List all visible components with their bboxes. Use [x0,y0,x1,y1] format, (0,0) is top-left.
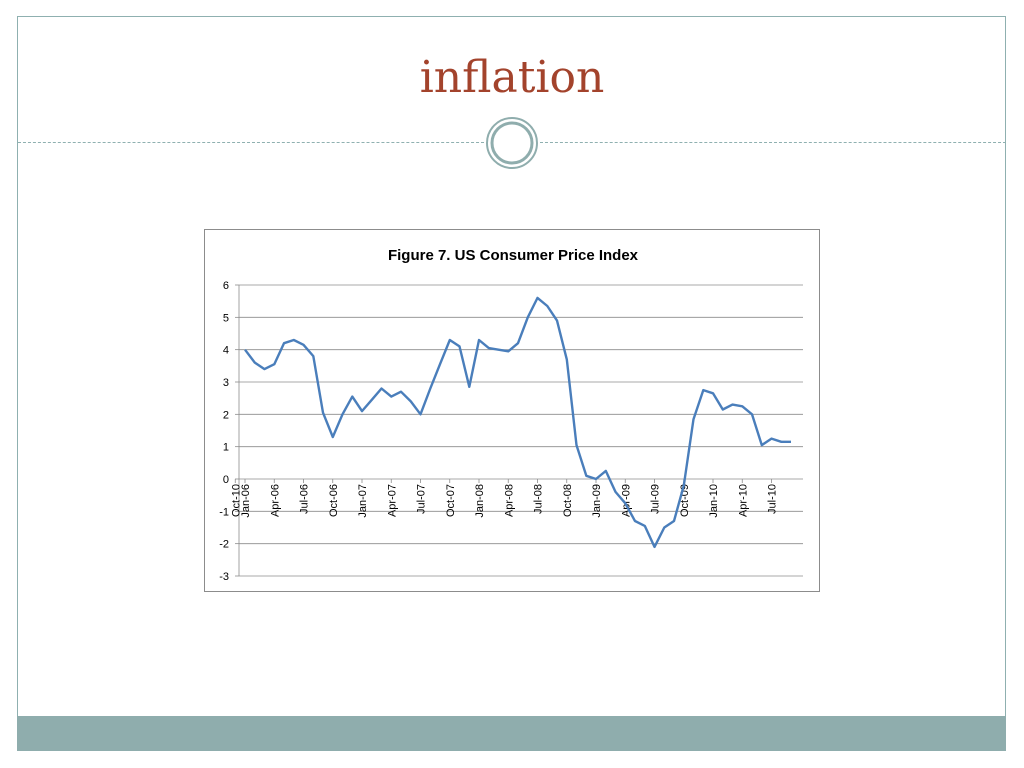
x-tick-label: Jan-10 [708,484,720,518]
x-tick-label: Jan-09 [591,484,603,518]
x-tick-label: Oct-08 [562,484,574,517]
x-tick-label: Apr-10 [737,484,749,517]
x-tick-label: Jan-07 [357,484,369,518]
y-tick-label: 3 [223,377,229,389]
x-tick-label: Jul-10 [767,484,779,514]
chart-svg: Figure 7. US Consumer Price Index -3 -2 -1… [219,247,803,583]
title-rule-right [540,142,1006,143]
y-tick-label: -1 [219,506,229,518]
footer-band [17,716,1006,751]
series-line [244,296,791,549]
y-tick-label: -3 [219,571,229,583]
x-tick-label: Jul-07 [416,484,428,514]
x-tick-label: Apr-07 [386,484,398,517]
x-tick-label: Oct-10 [230,484,242,517]
series-layer [244,296,791,549]
y-tick-label: 0 [223,474,229,486]
x-tick-label: Oct-07 [445,484,457,517]
y-axis-ticks: -3 -2 -1 0 1 2 3 4 5 6 [219,280,240,583]
grid-lines [239,284,803,577]
y-tick-label: 6 [223,280,229,292]
chart-title: Figure 7. US Consumer Price Index [388,247,639,264]
x-tick-label: Apr-06 [269,484,281,517]
x-tick-label: Jan-06 [240,484,252,518]
x-tick-label: Jul-09 [650,484,662,514]
x-tick-label: Jan-08 [474,484,486,518]
y-tick-label: -2 [219,539,229,551]
x-tick-label: Jul-08 [533,484,545,514]
y-tick-label: 1 [223,442,229,454]
x-tick-label: Apr-08 [503,484,515,517]
y-tick-label: 5 [223,312,229,324]
chart-frame: Figure 7. US Consumer Price Index -3 -2 -1… [204,229,820,592]
title-rule-left [18,142,484,143]
y-tick-label: 4 [223,345,229,357]
x-axis-ticks: Jan-06 Apr-06 Jul-06 Oct-06 Jan-07 Apr-07 Jul-… [230,479,779,518]
circle-ornament-icon [486,117,538,169]
slide-title: inflation [419,52,605,103]
x-tick-label: Oct-06 [328,484,340,517]
y-tick-label: 2 [223,409,229,421]
x-tick-label: Jul-06 [299,484,311,514]
